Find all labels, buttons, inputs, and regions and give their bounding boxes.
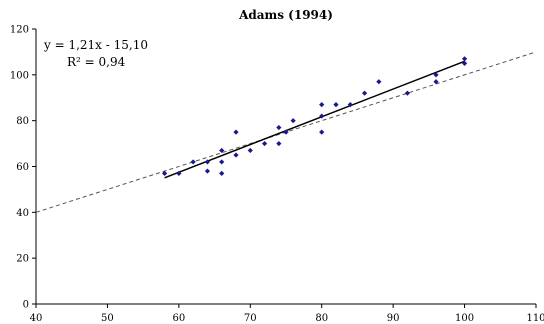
y-tick-label: 60 bbox=[16, 162, 29, 173]
data-point bbox=[204, 168, 211, 174]
trendline bbox=[164, 60, 465, 179]
data-point bbox=[376, 79, 382, 85]
data-point bbox=[461, 60, 468, 66]
x-tick-label: 90 bbox=[387, 313, 400, 324]
data-point bbox=[319, 102, 325, 108]
y-tick-label: 120 bbox=[10, 25, 29, 36]
tick-labels: 0 20 40 60 80 100 120 40 50 60 70 80 90 100 110 bbox=[10, 25, 544, 324]
r-squared-label: R² = 0,94 bbox=[67, 55, 126, 69]
x-tick-label: 70 bbox=[244, 313, 257, 324]
data-point bbox=[219, 159, 225, 165]
data-point bbox=[333, 102, 339, 108]
y-tick-label: 40 bbox=[16, 208, 29, 219]
data-point bbox=[233, 152, 239, 158]
data-point bbox=[347, 102, 353, 108]
data-points bbox=[161, 56, 468, 176]
x-tick-label: 60 bbox=[172, 313, 185, 324]
data-point bbox=[233, 129, 239, 135]
y-tick-label: 80 bbox=[16, 116, 29, 127]
data-point bbox=[276, 140, 282, 147]
y-tick-label: 0 bbox=[23, 300, 29, 311]
chart-title: Adams (1994) bbox=[238, 8, 333, 22]
data-point bbox=[219, 170, 225, 176]
data-point bbox=[283, 129, 289, 135]
data-point bbox=[361, 90, 368, 96]
data-point bbox=[319, 129, 325, 135]
data-point bbox=[161, 170, 168, 176]
data-point bbox=[176, 170, 182, 176]
data-point bbox=[276, 124, 282, 131]
data-point bbox=[433, 79, 439, 85]
data-point bbox=[319, 113, 325, 119]
data-point bbox=[404, 90, 411, 96]
x-tick-label: 80 bbox=[315, 313, 328, 324]
y-tick-label: 100 bbox=[10, 70, 29, 81]
equation-label: y = 1,21x - 15,10 bbox=[43, 38, 148, 52]
x-tick-label: 50 bbox=[101, 313, 114, 324]
data-point bbox=[247, 147, 253, 154]
x-tick-label: 110 bbox=[526, 313, 544, 324]
x-tick-label: 40 bbox=[30, 313, 43, 324]
y-tick-label: 20 bbox=[16, 254, 29, 265]
data-point bbox=[204, 159, 211, 165]
data-point bbox=[261, 140, 268, 147]
data-point bbox=[433, 72, 439, 78]
x-tick-label: 100 bbox=[455, 313, 474, 324]
data-point bbox=[219, 147, 225, 154]
axes bbox=[32, 28, 537, 308]
data-point bbox=[461, 56, 468, 62]
data-point bbox=[190, 159, 196, 165]
data-point bbox=[290, 118, 296, 124]
